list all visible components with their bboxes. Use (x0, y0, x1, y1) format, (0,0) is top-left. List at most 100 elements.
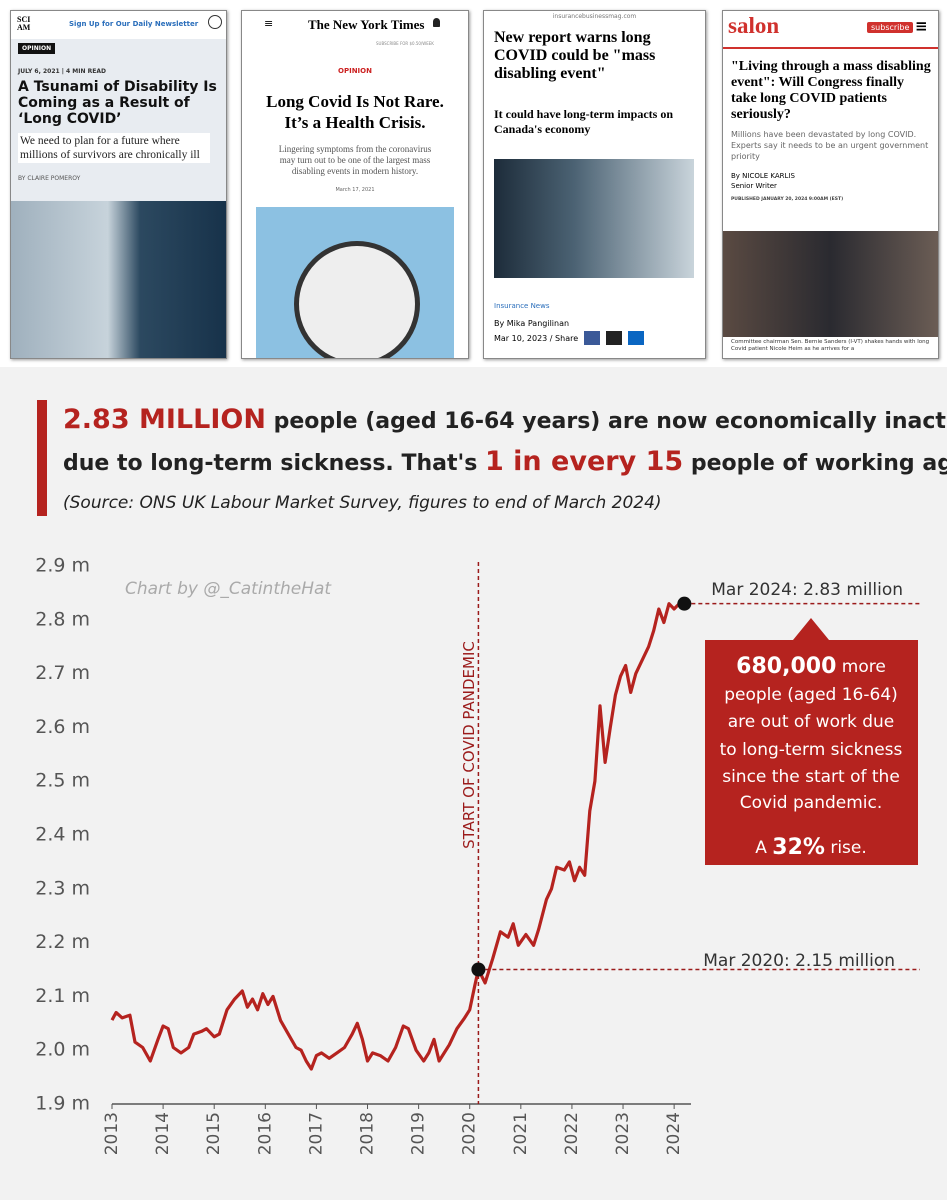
callout-segment: to long-term sickness (720, 740, 903, 760)
subtitle: Millions have been devastated by long CO… (731, 130, 929, 161)
kicker: Insurance News (494, 302, 550, 310)
article-card: ≡ The New York Times SUBSCRIBE FOR $0.50… (241, 10, 469, 359)
header (11, 11, 226, 39)
url: insurancebusinessmag.com (552, 13, 637, 20)
point-marker (471, 962, 486, 977)
title: Long Covid Is Not Rare. It’s a Health Cr… (266, 92, 444, 132)
menu-icon: ≡ (915, 17, 928, 35)
x-tick-label: 2016 (255, 1112, 275, 1155)
share-button[interactable] (628, 331, 644, 345)
credit: Chart by @_CatintheHat (125, 579, 332, 599)
role: Senior Writer (731, 182, 777, 190)
title: "Living through a mass disabling event":… (731, 59, 931, 122)
byline: By NICOLE KARLIS (731, 172, 795, 180)
subtitle: Lingering symptoms from the coronavirus … (278, 144, 432, 176)
callout-box (705, 618, 918, 865)
x-tick-label: 2024 (664, 1112, 684, 1155)
headline-segment: 1 in every 15 (484, 446, 684, 477)
date: March 17, 2021 (335, 187, 375, 193)
byline: BY CLAIRE POMEROY (18, 175, 81, 182)
subtitle: It could have long-term impacts on Canad… (494, 107, 673, 136)
y-tick-label: 2.1 m (35, 985, 90, 1007)
y-tick-label: 2.6 m (35, 716, 90, 738)
share-button[interactable] (606, 331, 622, 345)
account-icon (433, 18, 440, 27)
pandemic-label: START OF COVID PANDEMIC (460, 641, 478, 849)
kicker: OPINION (338, 67, 372, 75)
annotation-label: Mar 2020: 2.15 million (703, 951, 895, 971)
headline-segment: due to long-term sickness. That's (63, 451, 485, 476)
headline-segment: people of working age. (683, 451, 947, 476)
callout-segment: 680,000 (736, 654, 836, 679)
x-tick-label: 2015 (204, 1112, 224, 1155)
menu-icon: ≡ (264, 17, 274, 30)
title: New report warns long COVID could be "ma… (494, 29, 656, 82)
callout-text: Covid pandemic. (740, 793, 883, 813)
y-tick-label: 2.0 m (35, 1039, 90, 1061)
point-marker (677, 596, 692, 611)
x-tick-label: 2013 (102, 1112, 122, 1155)
article-card: SCI AM Sign Up for Our Daily Newsletter … (10, 10, 227, 359)
logo: The New York Times (308, 17, 425, 32)
callout-segment: rise. (825, 838, 867, 858)
headline-segment: 2.83 MILLION (63, 404, 266, 435)
data-line (110, 602, 685, 1071)
x-tick-label: 2020 (460, 1112, 480, 1155)
callout-text: people (aged 16-64) (724, 685, 898, 705)
title: A Tsunami of Disability Is Coming as a R… (18, 79, 217, 127)
accent-bar (37, 400, 47, 516)
article-card: salon subscribe ≡ "Living through a mass… (722, 10, 939, 359)
y-tick-label: 2.2 m (35, 931, 90, 953)
callout-segment: A (755, 838, 772, 858)
callout-text: since the start of the (722, 767, 900, 787)
chart: 1.9 m 2.0 m 2.1 m 2.2 m 2.3 m 2.4 m 2.5 m 2.6 m… (35, 555, 920, 1155)
date: JULY 6, 2021 | 4 MIN READ (18, 68, 106, 75)
y-tick-label: 2.8 m (35, 608, 90, 630)
callout-text: are out of work due (728, 712, 895, 732)
kicker: OPINION (18, 43, 56, 54)
callout-segment: Covid pandemic. (740, 793, 883, 813)
photo (11, 201, 226, 358)
callout-segment: people (aged 16-64) (724, 685, 898, 705)
y-tick-label: 2.7 m (35, 662, 90, 684)
x-tick-label: 2014 (153, 1112, 173, 1155)
caption: Committee chairman Sen. Bernie Sanders (… (731, 339, 930, 352)
share-button[interactable] (584, 331, 600, 345)
banner: SUBSCRIBE FOR $0.50/WEEK (376, 41, 434, 46)
callout-segment: since the start of the (722, 767, 900, 787)
account-icon (208, 15, 222, 29)
article-card: insurancebusinessmag.com New report warn… (483, 10, 706, 359)
callout-segment: more (836, 657, 885, 677)
callout-text: A 32% rise. (755, 835, 867, 860)
y-tick-label: 2.4 m (35, 824, 90, 846)
x-tick-label: 2023 (613, 1112, 633, 1155)
source: (Source: ONS UK Labour Market Survey, fi… (63, 493, 662, 513)
date: PUBLISHED JANUARY 20, 2024 9:00AM (EST) (731, 197, 844, 202)
byline: By Mika Pangilinan (494, 319, 570, 328)
date: Mar 10, 2023 / Share (494, 334, 579, 343)
annotation-label: Mar 2024: 2.83 million (711, 580, 903, 600)
y-tick-label: 2.5 m (35, 770, 90, 792)
y-tick-label: 1.9 m (35, 1093, 90, 1115)
callout-segment: are out of work due (728, 712, 895, 732)
rule (723, 47, 938, 49)
headline-segment: people (aged 16-64 years) are now econom… (265, 409, 947, 434)
subtitle: We need to plan for a future where milli… (18, 133, 210, 163)
photo (494, 159, 694, 278)
subscribe-button[interactable]: subscribe (867, 22, 914, 33)
x-tick-label: 2018 (358, 1112, 378, 1155)
y-tick-label: 2.9 m (35, 555, 90, 577)
x-tick-label: 2019 (409, 1112, 429, 1155)
headline-line: due to long-term sickness. That's 1 in e… (63, 446, 947, 477)
x-tick-label: 2021 (511, 1112, 531, 1155)
x-tick-label: 2022 (562, 1112, 582, 1155)
headline-line: 2.83 MILLION people (aged 16-64 years) a… (63, 404, 947, 435)
callout-segment: 32% (772, 835, 825, 860)
x-tick-label: 2017 (306, 1112, 326, 1155)
photo (723, 231, 938, 337)
callout-text: to long-term sickness (720, 740, 903, 760)
logo: SCI AM (17, 15, 31, 32)
callout-text: 680,000 more (736, 654, 886, 679)
y-tick-label: 2.3 m (35, 877, 90, 899)
